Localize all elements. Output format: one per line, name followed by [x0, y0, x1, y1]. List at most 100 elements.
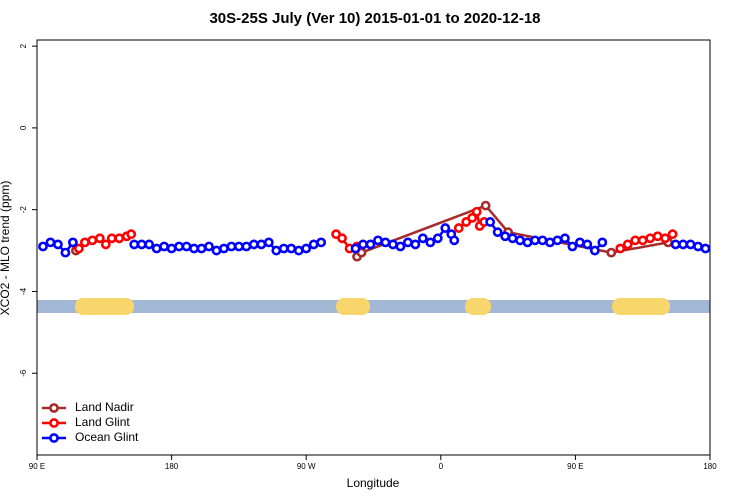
- data-point: [667, 229, 678, 240]
- land-band: [75, 298, 134, 315]
- data-point: [693, 241, 703, 252]
- data-point: [136, 239, 147, 250]
- data-point: [129, 239, 140, 250]
- series: [38, 217, 711, 258]
- data-point: [453, 223, 464, 233]
- data-point: [560, 233, 570, 244]
- data-point: [432, 233, 443, 244]
- data-point: [263, 237, 274, 248]
- data-point: [395, 241, 406, 252]
- y-axis-label: XCO2 - MLO trend (ppm): [0, 181, 12, 316]
- data-point: [552, 235, 563, 246]
- x-tick-label: 90 E: [567, 462, 583, 471]
- y-tick-label: -4: [19, 287, 28, 295]
- data-point: [79, 237, 90, 248]
- y-tick-label: -2: [19, 206, 28, 214]
- data-point: [293, 245, 304, 256]
- data-point: [417, 233, 428, 244]
- data-point: [301, 243, 312, 254]
- data-point: [45, 237, 56, 248]
- data-point: [365, 239, 376, 250]
- legend-label: Land Glint: [75, 415, 130, 429]
- data-point: [522, 237, 533, 248]
- chart-title: 30S-25S July (Ver 10) 2015-01-01 to 2020…: [209, 10, 540, 27]
- data-point: [449, 235, 460, 246]
- data-point: [256, 239, 267, 250]
- data-point: [308, 239, 319, 250]
- data-point: [440, 223, 451, 233]
- data-point: [159, 241, 170, 252]
- x-axis-label: Longitude: [347, 476, 400, 490]
- data-point: [94, 233, 105, 244]
- data-point: [278, 243, 289, 254]
- data-point: [700, 243, 711, 254]
- data-point: [60, 247, 71, 258]
- y-tick-label: 0: [19, 125, 28, 130]
- data-point: [685, 239, 696, 250]
- data-point: [114, 233, 125, 244]
- data-point: [582, 239, 593, 250]
- x-tick-label: 180: [703, 462, 717, 471]
- data-point: [73, 243, 84, 254]
- data-point: [485, 217, 496, 227]
- data-point: [678, 239, 688, 250]
- data-point: [248, 239, 259, 250]
- data-point: [144, 239, 155, 250]
- land-band: [336, 298, 370, 315]
- data-point: [67, 237, 78, 248]
- data-point: [196, 243, 207, 254]
- data-point: [425, 237, 436, 248]
- data-point: [358, 239, 368, 250]
- land-ocean-band: [37, 298, 710, 315]
- data-point: [350, 243, 361, 254]
- data-point: [480, 200, 491, 211]
- data-point: [615, 243, 626, 254]
- data-point: [402, 237, 413, 248]
- data-point: [537, 235, 548, 246]
- legend-label: Land Nadir: [75, 400, 134, 414]
- data-point: [241, 241, 252, 252]
- data-point: [545, 237, 555, 248]
- data-point: [337, 233, 347, 244]
- x-tick-label: 90 E: [29, 462, 45, 471]
- data-point: [507, 233, 518, 244]
- data-point: [380, 237, 391, 248]
- data-point: [189, 243, 199, 254]
- x-tick-label: 90 W: [297, 462, 316, 471]
- data-point: [467, 212, 478, 223]
- data-point: [660, 233, 671, 244]
- data-point: [471, 206, 482, 217]
- legend-swatch-point: [49, 418, 59, 428]
- land-band: [465, 298, 491, 315]
- legend-label: Ocean Glint: [75, 430, 139, 444]
- data-point: [574, 237, 585, 248]
- data-point: [670, 239, 681, 250]
- data-point: [126, 229, 137, 240]
- series: [73, 206, 678, 254]
- data-point: [211, 245, 222, 256]
- data-point: [622, 239, 633, 250]
- data-point: [226, 241, 237, 252]
- data-point: [637, 235, 648, 246]
- data-point: [645, 233, 656, 244]
- data-point: [606, 247, 617, 258]
- data-point: [151, 243, 162, 254]
- data-point: [492, 227, 503, 238]
- data-point: [589, 245, 600, 256]
- data-point: [515, 235, 525, 246]
- data-point: [530, 235, 540, 246]
- x-tick-label: 0: [439, 462, 444, 471]
- data-point: [630, 235, 641, 246]
- data-point: [567, 241, 578, 252]
- data-point: [166, 243, 177, 254]
- land-band: [612, 298, 670, 315]
- x-tick-label: 180: [165, 462, 179, 471]
- data-point: [174, 241, 184, 252]
- data-point: [388, 239, 398, 250]
- y-tick-label: -6: [19, 369, 28, 377]
- y-tick-label: 2: [19, 43, 28, 48]
- data-point: [597, 237, 608, 248]
- data-point: [53, 239, 63, 250]
- data-point: [373, 235, 383, 246]
